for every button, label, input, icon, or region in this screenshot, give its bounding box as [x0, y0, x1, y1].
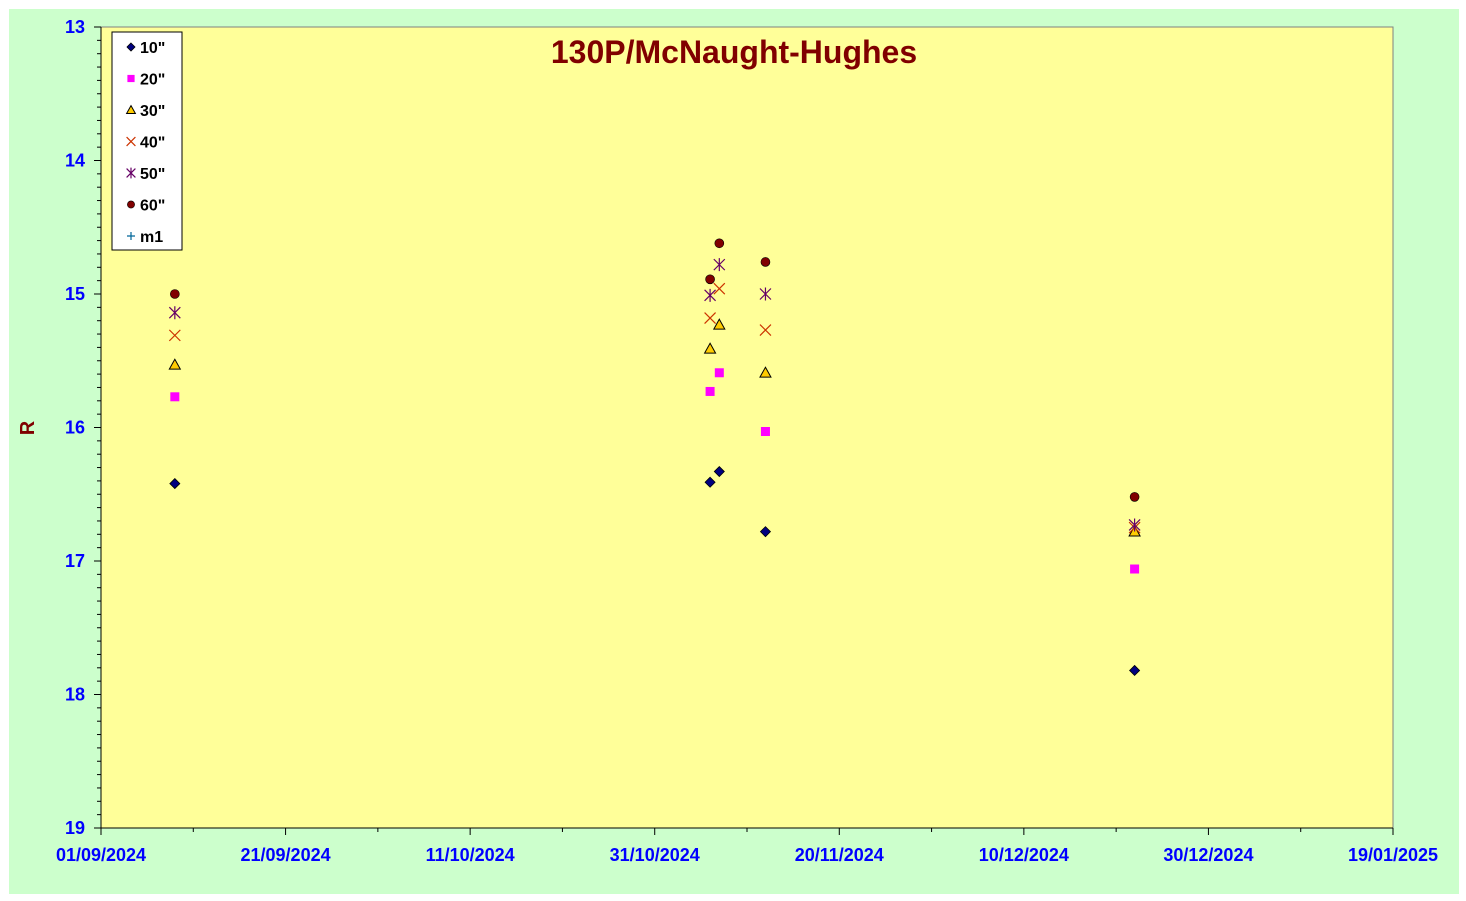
- legend-marker-5: [126, 167, 136, 179]
- data-point-series-3: [168, 358, 182, 370]
- data-point-series-2: [170, 392, 180, 402]
- legend-marker-4: [126, 136, 136, 147]
- data-point-series-1: [169, 478, 181, 490]
- y-tick-label: 13: [65, 17, 85, 37]
- y-tick-label: 17: [65, 551, 85, 571]
- legend-marker-6: [127, 200, 135, 209]
- y-tick-label: 18: [65, 685, 85, 705]
- data-point-series-1: [713, 465, 725, 478]
- y-tick-label: 19: [65, 818, 85, 838]
- data-point-series-2: [705, 386, 715, 396]
- data-point-series-2: [760, 427, 770, 437]
- data-point-series-2: [1130, 564, 1140, 574]
- y-tick-label: 16: [65, 418, 85, 438]
- data-point-series-5: [168, 306, 181, 320]
- y-axis-title: R: [17, 420, 39, 435]
- data-point-series-5: [713, 258, 726, 272]
- data-point-series-1: [704, 476, 716, 488]
- legend-marker-1: [126, 42, 136, 52]
- data-point-series-1: [759, 526, 772, 538]
- legend-label: 50": [140, 166, 165, 183]
- data-point-series-4: [713, 282, 726, 295]
- data-point-series-6: [1129, 492, 1140, 502]
- data-point-series-3: [759, 366, 772, 378]
- x-tick-label: 30/12/2024: [1163, 845, 1253, 865]
- legend-label: 60": [140, 198, 165, 215]
- data-point-series-6: [760, 257, 771, 267]
- legend-box: [111, 31, 183, 251]
- data-point-series-5: [704, 288, 717, 302]
- legend-label: 10": [140, 40, 165, 57]
- y-tick-label: 15: [65, 284, 85, 304]
- data-point-series-4: [168, 329, 181, 342]
- data-point-series-5: [1128, 518, 1141, 532]
- data-point-series-6: [705, 274, 715, 285]
- x-tick-label: 21/09/2024: [241, 845, 331, 865]
- data-point-series-1: [1129, 664, 1141, 677]
- legend-marker-3: [125, 104, 137, 115]
- data-point-series-4: [704, 312, 717, 324]
- data-point-series-5: [759, 287, 772, 301]
- legend-label: m1: [140, 229, 163, 246]
- x-tick-label: 01/09/2024: [56, 845, 146, 865]
- data-point-series-6: [170, 289, 180, 299]
- legend-label: 40": [140, 135, 165, 152]
- legend-marker-2: [127, 74, 135, 83]
- chart-title: 130P/McNaught-Hughes: [551, 34, 917, 70]
- data-point-series-4: [759, 324, 772, 336]
- x-tick-label: 11/10/2024: [426, 845, 515, 865]
- data-point-series-2: [714, 368, 724, 378]
- data-point-series-6: [714, 238, 725, 249]
- x-tick-label: 20/11/2024: [795, 845, 884, 865]
- legend-label: 30": [140, 103, 165, 120]
- data-point-series-3: [703, 342, 717, 354]
- x-tick-label: 10/12/2024: [979, 845, 1069, 865]
- x-tick-label: 19/01/2025: [1348, 845, 1438, 865]
- x-tick-label: 31/10/2024: [610, 845, 700, 865]
- legend-marker-7: [127, 232, 135, 240]
- y-tick-label: 14: [65, 151, 85, 171]
- legend-label: 20": [140, 72, 165, 89]
- plot-area: [100, 26, 1394, 829]
- data-point-series-3: [712, 318, 726, 330]
